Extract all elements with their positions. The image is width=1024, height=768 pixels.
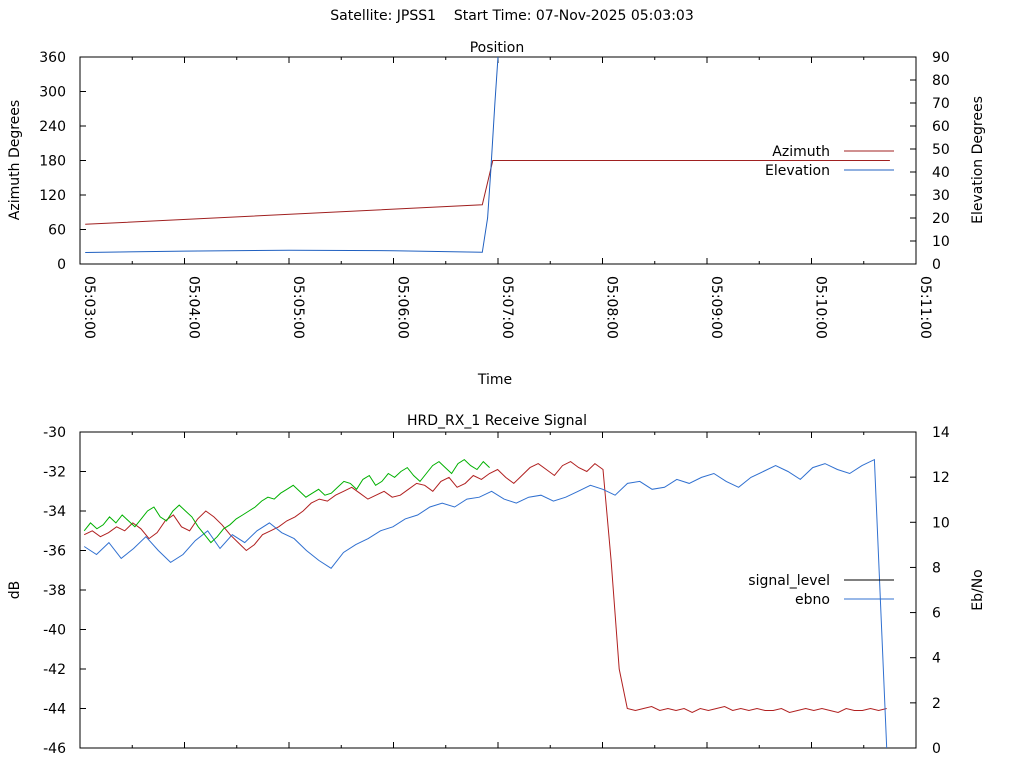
signal-y-tick-label: -38 bbox=[43, 583, 66, 599]
signal-chart: HRD_RX_1 Receive Signal -46-44-42-40-38-… bbox=[7, 413, 986, 757]
series-line-elevation bbox=[85, 56, 499, 253]
position-y2-tick-label: 80 bbox=[932, 73, 950, 89]
position-y2-ticks: 0 10 20 30 40 50 60 70 80 90 bbox=[910, 50, 950, 273]
signal-y2-tick-label: 12 bbox=[932, 470, 950, 486]
position-y-tick-label: 120 bbox=[39, 188, 66, 204]
signal-series bbox=[83, 458, 888, 749]
position-y2-tick-label: 60 bbox=[932, 119, 950, 135]
position-y2-tick-label: 90 bbox=[932, 50, 950, 66]
position-x-tick-label: 05:04:00 bbox=[186, 276, 202, 339]
position-y-ticks: 0 60 120 180 240 300 360 bbox=[39, 50, 86, 273]
series-line-azimuth bbox=[85, 160, 890, 225]
position-x-tick-label: 05:03:00 bbox=[81, 276, 97, 339]
signal-y-tick-label: -30 bbox=[43, 425, 66, 441]
series-line-signal-level bbox=[83, 461, 887, 714]
page-title: Satellite: JPSS1 Start Time: 07-Nov-2025… bbox=[330, 8, 694, 24]
signal-y-tick-label: -36 bbox=[43, 544, 66, 560]
signal-y2-tick-label: 10 bbox=[932, 515, 950, 531]
series-line-2 bbox=[83, 458, 490, 544]
position-series bbox=[85, 56, 890, 253]
position-y-tick-label: 180 bbox=[39, 154, 66, 170]
legend-ebno-label: ebno bbox=[795, 592, 830, 608]
signal-y-axis-label: dB bbox=[7, 581, 23, 600]
legend-signal-level-label: signal_level bbox=[748, 573, 830, 589]
signal-y-tick-label: -42 bbox=[43, 662, 66, 678]
signal-y2-tick-label: 4 bbox=[932, 651, 941, 667]
position-x-tick-label: 05:05:00 bbox=[290, 276, 306, 339]
signal-chart-title: HRD_RX_1 Receive Signal bbox=[407, 413, 587, 429]
position-x-tick-label: 05:07:00 bbox=[499, 276, 515, 339]
position-y2-tick-label: 10 bbox=[932, 234, 950, 250]
signal-y-tick-label: -40 bbox=[43, 623, 66, 639]
position-x-tick-label: 05:06:00 bbox=[395, 276, 411, 339]
position-x-tick-label: 05:08:00 bbox=[604, 276, 620, 339]
signal-x-ticks bbox=[79, 432, 917, 748]
position-legend: Azimuth Elevation bbox=[765, 144, 894, 179]
position-y-tick-label: 0 bbox=[57, 257, 66, 273]
position-chart: Position 0 60 120 180 240 300 360 0 10 20 30 40 50 6… bbox=[7, 40, 986, 388]
signal-plot-frame bbox=[79, 431, 917, 749]
signal-y-tick-label: -46 bbox=[43, 741, 66, 757]
signal-y-tick-label: -32 bbox=[43, 465, 66, 481]
position-x-axis-label: Time bbox=[477, 372, 512, 388]
position-y2-tick-label: 30 bbox=[932, 188, 950, 204]
position-chart-title: Position bbox=[470, 40, 525, 56]
position-y2-tick-label: 50 bbox=[932, 142, 950, 158]
signal-y2-tick-label: 6 bbox=[932, 606, 941, 622]
signal-y2-tick-label: 2 bbox=[932, 696, 941, 712]
signal-y2-ticks: 0 2 4 6 8 10 12 14 bbox=[910, 425, 950, 757]
position-y-tick-label: 300 bbox=[39, 85, 66, 101]
position-y2-axis-label: Elevation Degrees bbox=[970, 96, 986, 224]
position-x-tick-label: 05:11:00 bbox=[917, 276, 933, 339]
position-x-ticks: 05:03:00 05:04:00 05:05:00 05:06:00 05:07:00… bbox=[79, 57, 933, 339]
legend-azimuth-label: Azimuth bbox=[772, 144, 830, 160]
signal-y-tick-label: -44 bbox=[43, 702, 66, 718]
signal-y2-tick-label: 8 bbox=[932, 560, 941, 576]
legend-elevation-label: Elevation bbox=[765, 163, 830, 179]
position-y-axis-label: Azimuth Degrees bbox=[7, 100, 23, 220]
signal-legend: signal_level ebno bbox=[748, 573, 894, 608]
series-line-ebno bbox=[83, 458, 888, 749]
position-y2-tick-label: 40 bbox=[932, 165, 950, 181]
signal-y2-tick-label: 0 bbox=[932, 741, 941, 757]
signal-y2-axis-label: Eb/No bbox=[970, 569, 986, 611]
signal-y-tick-label: -34 bbox=[43, 504, 66, 520]
signal-y-ticks: -46 -44 -42 -40 -38 -36 -34 -32 -30 bbox=[43, 425, 86, 757]
position-x-tick-label: 05:09:00 bbox=[708, 276, 724, 339]
signal-y2-tick-label: 14 bbox=[932, 425, 950, 441]
position-y2-tick-label: 0 bbox=[932, 257, 941, 273]
position-y-tick-label: 60 bbox=[48, 223, 66, 239]
position-y-tick-label: 360 bbox=[39, 50, 66, 66]
position-y2-tick-label: 20 bbox=[932, 211, 950, 227]
position-x-tick-label: 05:10:00 bbox=[813, 276, 829, 339]
position-y2-tick-label: 70 bbox=[932, 96, 950, 112]
position-y-tick-label: 240 bbox=[39, 119, 66, 135]
